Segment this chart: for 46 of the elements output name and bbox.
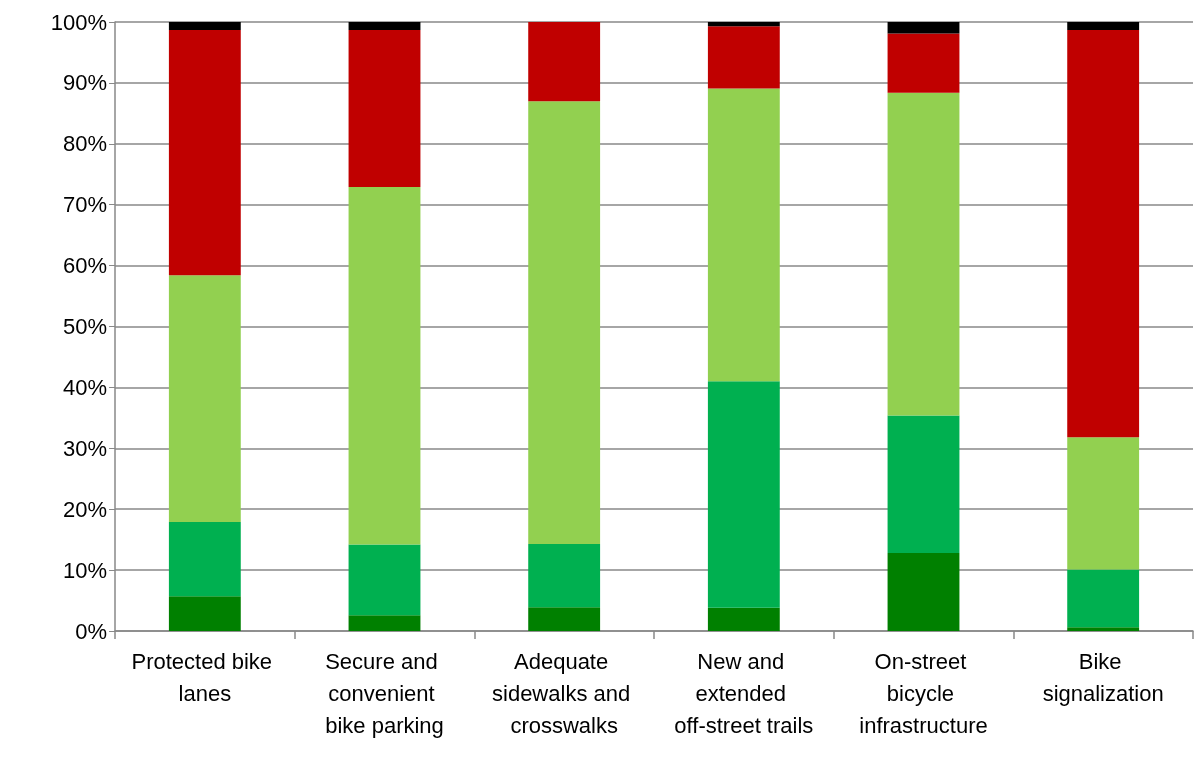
- x-tick-label: Bike signalization: [1042, 648, 1164, 706]
- bar: [348, 615, 421, 631]
- bar: [168, 22, 241, 30]
- bar: [348, 29, 421, 188]
- bar: [887, 92, 960, 416]
- bar: [887, 33, 960, 93]
- bar: [707, 607, 780, 631]
- bar: [528, 543, 601, 608]
- bar: [348, 22, 421, 30]
- x-tick-label: Protected bike lanes: [131, 648, 279, 706]
- y-tick-label: 0%: [75, 618, 107, 644]
- y-tick-label: 30%: [62, 435, 107, 461]
- x-tick-label: Secure and convenient bike parking: [325, 648, 444, 738]
- bar: [168, 275, 241, 522]
- y-tick-label: 70%: [62, 192, 107, 218]
- bar: [707, 22, 780, 27]
- bar: [168, 521, 241, 597]
- bar: [168, 596, 241, 631]
- y-tick-label: 20%: [62, 496, 107, 522]
- bar: [1067, 627, 1140, 631]
- bar: [528, 607, 601, 631]
- x-tick-label: On-street bicycle infrastructure: [859, 648, 988, 738]
- bar: [887, 415, 960, 554]
- bar: [707, 88, 780, 382]
- y-tick-label: 90%: [62, 70, 107, 96]
- bar: [168, 29, 241, 276]
- bar: [528, 22, 601, 102]
- x-tick-label: New and extended off-street trails: [674, 648, 814, 738]
- bar: [348, 544, 421, 616]
- bar: [348, 187, 421, 545]
- y-tick-label: 40%: [62, 374, 107, 400]
- bar: [1067, 22, 1140, 30]
- y-tick-label: 50%: [62, 314, 107, 339]
- bar: [887, 22, 960, 34]
- bar: [707, 381, 780, 608]
- y-tick-label: 80%: [62, 131, 107, 157]
- bar: [528, 101, 601, 544]
- x-tick-label: Adequate sidewalks and crosswalks: [492, 648, 637, 738]
- bar: [707, 26, 780, 89]
- bar: [887, 553, 960, 631]
- y-tick-label: 10%: [62, 557, 107, 583]
- y-tick-label: 100%: [50, 9, 107, 35]
- bar: [1067, 569, 1140, 628]
- bar: [1067, 437, 1140, 570]
- y-tick-label: 60%: [62, 253, 107, 279]
- bar: [1067, 29, 1140, 438]
